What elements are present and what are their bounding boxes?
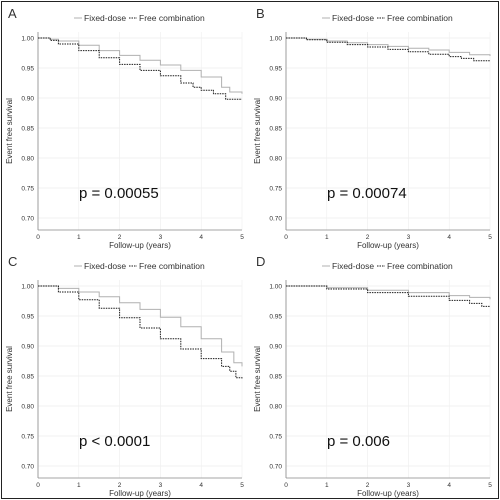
y-axis-label: Event free survival bbox=[253, 346, 262, 412]
x-axis-label: Follow-up (years) bbox=[109, 241, 171, 250]
y-tick-label: 1.00 bbox=[269, 36, 282, 43]
x-tick-label: 2 bbox=[366, 482, 370, 489]
y-tick-label: 0.95 bbox=[269, 66, 282, 73]
series-line-fixed-dose bbox=[38, 37, 243, 94]
y-tick-label: 0.75 bbox=[21, 434, 34, 441]
y-tick-label: 1.00 bbox=[21, 36, 34, 43]
x-tick-label: 1 bbox=[325, 234, 329, 241]
y-tick-label: 0.80 bbox=[269, 156, 282, 163]
km-chart-c: C Fixed-dose Free combination 0.70 0.75 0.80 0… bbox=[5, 254, 244, 498]
x-tick-label: 4 bbox=[199, 234, 203, 241]
panel-a: A Fixed-dose Free combination 0.70 0.75 0.80 0… bbox=[2, 2, 250, 250]
y-tick-label: 0.80 bbox=[21, 404, 34, 411]
y-tick-label: 0.85 bbox=[21, 126, 34, 133]
series-line-free-combination bbox=[286, 37, 491, 62]
y-tick-label: 0.75 bbox=[269, 434, 282, 441]
series-line-free-combination bbox=[38, 37, 242, 100]
x-tick-label: 1 bbox=[77, 234, 81, 241]
x-tick-label: 5 bbox=[488, 234, 492, 241]
panel-label: B bbox=[256, 6, 265, 21]
y-axis-label: Event free survival bbox=[5, 98, 14, 164]
x-axis-label: Follow-up (years) bbox=[109, 489, 171, 498]
series-line-free-combination bbox=[286, 285, 491, 307]
y-tick-label: 0.70 bbox=[21, 216, 34, 223]
y-tick-label: 0.85 bbox=[269, 374, 282, 381]
y-tick-label: 0.70 bbox=[269, 216, 282, 223]
y-tick-label: 0.80 bbox=[269, 404, 282, 411]
p-value-annotation: p = 0.00055 bbox=[79, 185, 159, 202]
x-tick-label: 4 bbox=[447, 482, 451, 489]
x-axis-label: Follow-up (years) bbox=[357, 241, 419, 250]
y-tick-label: 0.80 bbox=[21, 156, 34, 163]
y-tick-label: 0.85 bbox=[21, 374, 34, 381]
x-tick-label: 4 bbox=[447, 234, 451, 241]
x-tick-label: 2 bbox=[118, 482, 122, 489]
p-value-annotation: p = 0.00074 bbox=[327, 185, 407, 202]
x-tick-label: 3 bbox=[159, 234, 163, 241]
x-tick-label: 3 bbox=[159, 482, 163, 489]
y-tick-label: 0.70 bbox=[21, 464, 34, 471]
x-axis-label: Follow-up (years) bbox=[357, 489, 419, 498]
y-tick-label: 0.75 bbox=[269, 186, 282, 193]
y-axis-label: Event free survival bbox=[253, 98, 262, 164]
y-tick-label: 0.90 bbox=[21, 344, 34, 351]
legend-label: Fixed-dose bbox=[332, 261, 374, 271]
p-value-annotation: p < 0.0001 bbox=[79, 433, 150, 450]
x-tick-label: 1 bbox=[77, 482, 81, 489]
panel-label: C bbox=[8, 254, 17, 269]
y-tick-label: 1.00 bbox=[269, 284, 282, 291]
legend-label: Fixed-dose bbox=[332, 13, 374, 23]
x-tick-label: 0 bbox=[284, 234, 288, 241]
y-axis-label: Event free survival bbox=[5, 346, 14, 412]
legend-label: Fixed-dose bbox=[84, 13, 126, 23]
x-tick-label: 0 bbox=[36, 482, 40, 489]
p-value-annotation: p = 0.006 bbox=[327, 433, 390, 450]
x-tick-label: 3 bbox=[407, 482, 411, 489]
x-tick-label: 2 bbox=[366, 234, 370, 241]
x-tick-label: 5 bbox=[240, 234, 244, 241]
panel-d: D Fixed-dose Free combination 0.70 0.75 0.80 0… bbox=[250, 250, 498, 498]
series-line-fixed-dose bbox=[38, 285, 243, 367]
series-line-free-combination bbox=[38, 285, 243, 379]
panel-c: C Fixed-dose Free combination 0.70 0.75 0.80 0… bbox=[2, 250, 250, 498]
x-tick-label: 3 bbox=[407, 234, 411, 241]
y-tick-label: 0.90 bbox=[21, 96, 34, 103]
y-tick-label: 0.70 bbox=[269, 464, 282, 471]
x-tick-label: 2 bbox=[118, 234, 122, 241]
panel-label: D bbox=[256, 254, 265, 269]
y-tick-label: 0.90 bbox=[269, 344, 282, 351]
legend-label: Free combination bbox=[387, 13, 453, 23]
legend-label: Free combination bbox=[139, 261, 205, 271]
y-tick-label: 0.95 bbox=[21, 314, 34, 321]
km-chart-a: A Fixed-dose Free combination 0.70 0.75 0.80 0… bbox=[5, 6, 244, 250]
y-tick-label: 0.85 bbox=[269, 126, 282, 133]
y-tick-label: 0.95 bbox=[21, 66, 34, 73]
panel-b: B Fixed-dose Free combination 0.70 0.75 0.80 0… bbox=[250, 2, 498, 250]
panel-label: A bbox=[8, 6, 17, 21]
x-tick-label: 0 bbox=[284, 482, 288, 489]
km-chart-d: D Fixed-dose Free combination 0.70 0.75 0.80 0… bbox=[253, 254, 492, 498]
x-tick-label: 5 bbox=[488, 482, 492, 489]
x-tick-label: 5 bbox=[240, 482, 244, 489]
x-tick-label: 4 bbox=[199, 482, 203, 489]
y-tick-label: 0.95 bbox=[269, 314, 282, 321]
km-chart-b: B Fixed-dose Free combination 0.70 0.75 0.80 0… bbox=[253, 6, 492, 250]
legend-label: Free combination bbox=[139, 13, 205, 23]
y-tick-label: 1.00 bbox=[21, 284, 34, 291]
legend-label: Fixed-dose bbox=[84, 261, 126, 271]
y-tick-label: 0.75 bbox=[21, 186, 34, 193]
legend-label: Free combination bbox=[387, 261, 453, 271]
y-tick-label: 0.90 bbox=[269, 96, 282, 103]
x-tick-label: 1 bbox=[325, 482, 329, 489]
x-tick-label: 0 bbox=[36, 234, 40, 241]
